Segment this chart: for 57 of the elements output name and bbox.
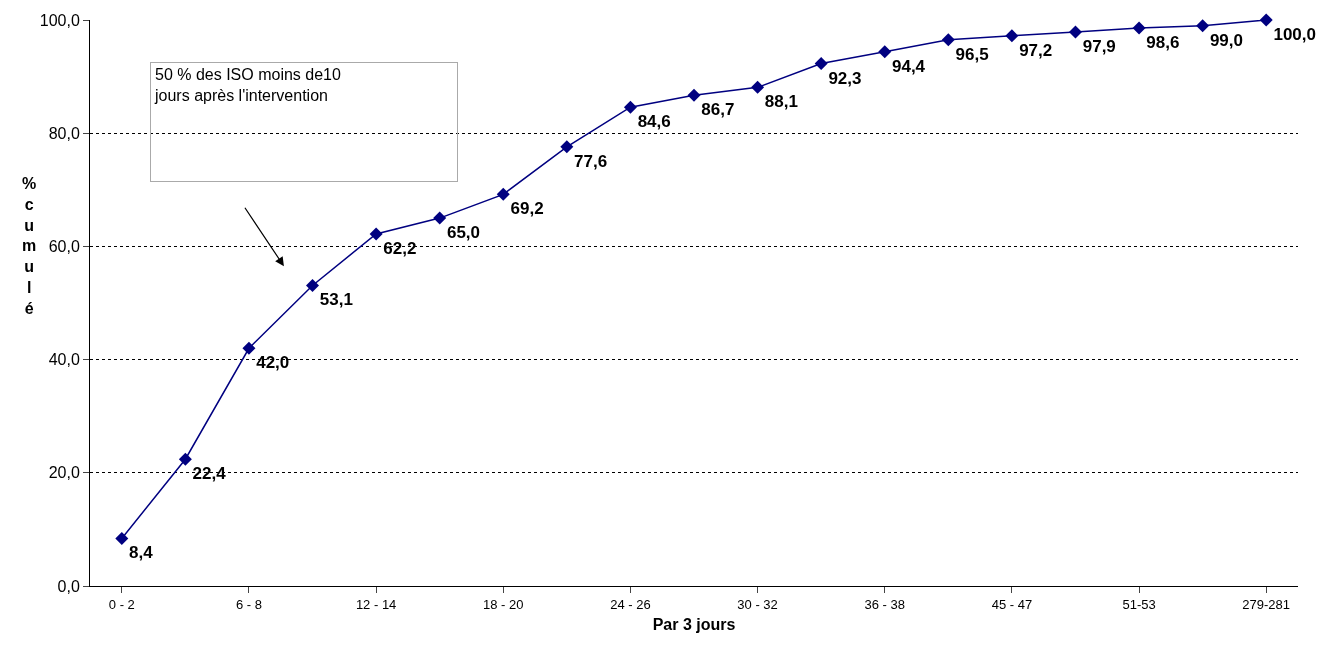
point (1132, 21, 1146, 35)
y-tick-label: 40,0 (48, 351, 80, 369)
data-label: 94,4 (891, 56, 926, 76)
y-axis-title: % cumulé (22, 175, 37, 317)
y-tick-label: 60,0 (48, 238, 80, 255)
point (751, 80, 765, 94)
point (306, 278, 320, 292)
x-tick-label: 12 - 14 (355, 596, 397, 612)
y-tick-label: 0,0 (57, 577, 80, 595)
point (1196, 19, 1210, 33)
data-label: 96,5 (955, 44, 989, 64)
data-label: 99,0 (1209, 30, 1243, 50)
data-label: 88,1 (764, 92, 798, 112)
point (1259, 13, 1273, 27)
data-label: 77,6 (574, 151, 608, 171)
point (623, 100, 637, 114)
x-tick-label: 30 - 32 (737, 596, 778, 612)
point (878, 45, 892, 59)
point (242, 341, 256, 355)
point (369, 227, 383, 241)
x-tick-label: 36 - 38 (864, 596, 905, 612)
y-tick-label: 100,0 (39, 11, 80, 29)
point (687, 88, 701, 102)
point (115, 531, 129, 545)
data-label: 22,4 (192, 464, 227, 484)
data-label: 92,3 (828, 68, 862, 88)
data-label: 62,2 (383, 238, 417, 258)
point (433, 211, 447, 225)
data-label: 53,1 (319, 290, 353, 310)
y-tick-label: 80,0 (48, 124, 80, 142)
data-label: 65,0 (446, 223, 481, 243)
point (1005, 29, 1019, 43)
x-tick-label: 6 - 8 (235, 596, 262, 612)
point (496, 187, 510, 201)
data-label: 86,7 (701, 100, 735, 120)
data-label: 98,6 (1146, 32, 1180, 52)
data-label: 42,0 (256, 353, 290, 373)
x-tick-label: 279-281 (1242, 596, 1291, 612)
point (814, 57, 828, 71)
x-tick-label: 45 - 47 (991, 596, 1033, 612)
point (178, 452, 192, 466)
y-tick-label: 20,0 (48, 464, 80, 482)
x-tick-label: 51-53 (1122, 596, 1156, 612)
data-label: 69,2 (510, 199, 544, 219)
data-label: 8,4 (129, 543, 154, 563)
x-tick-label: 18 - 20 (483, 596, 524, 612)
data-label: 97,9 (1082, 36, 1116, 56)
annotation: 50 % des ISO moins de10 jours après l'intervention (154, 66, 341, 104)
x-tick-label: 24 - 26 (610, 596, 651, 612)
x-axis-title: Par 3 jours (652, 616, 736, 634)
point (1068, 25, 1082, 39)
data-label: 97,2 (1019, 40, 1053, 60)
x-tick-label: 0 - 2 (108, 596, 135, 612)
point (941, 33, 955, 47)
data-label: 100,0 (1273, 25, 1317, 44)
data-label: 84,6 (637, 112, 671, 132)
point (560, 140, 574, 154)
